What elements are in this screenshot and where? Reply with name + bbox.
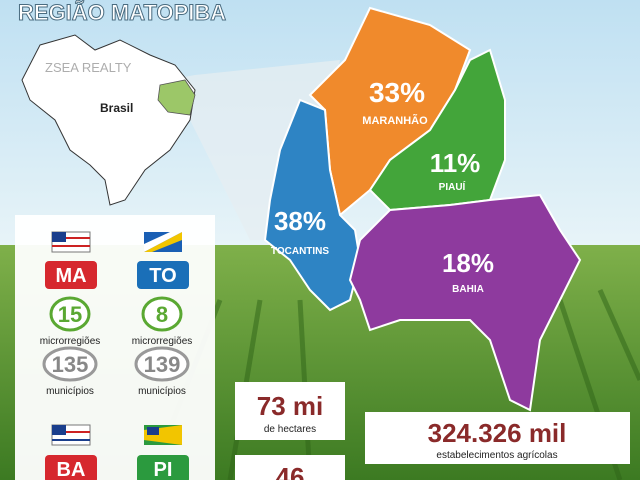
tocantins: [263, 98, 362, 312]
ma-flag: [51, 231, 91, 253]
region-name: BAHIA: [452, 284, 484, 295]
watermark: ZSEA REALTY: [45, 60, 132, 75]
municipalities-label: municípios: [46, 386, 94, 397]
matopiba-highlight: [157, 79, 196, 116]
region-percent: 33%: [369, 77, 425, 108]
municipalities-count: 139: [144, 352, 181, 377]
count-circle: [141, 296, 183, 332]
region-name: TOCANTINS: [271, 246, 329, 257]
to-flag: [144, 232, 182, 252]
stat-box: [235, 382, 345, 440]
state-code: MA: [55, 265, 86, 287]
municipalities-label: municípios: [138, 386, 186, 397]
microregions-count: 8: [156, 302, 168, 327]
region-percent: 38%: [274, 206, 326, 236]
microregions-label: microrregiões: [40, 336, 101, 347]
pi-flag: [144, 425, 182, 445]
stat-value: 46: [276, 462, 305, 480]
microregions-count: 15: [58, 302, 82, 327]
municipalities-count: 135: [52, 352, 89, 377]
brazil-map: [21, 34, 196, 206]
state-badge: [45, 455, 97, 483]
count-circle: [134, 346, 190, 382]
country-label: Brasil: [100, 101, 133, 115]
region-percent: 18%: [442, 248, 494, 278]
ba-flag: [51, 424, 91, 446]
count-circle: [49, 296, 91, 332]
stat-label: estabelecimentos agrícolas: [436, 450, 557, 461]
stat-value: 73 mi: [257, 391, 324, 421]
region-percent: 11%: [430, 148, 481, 178]
states-panel: [15, 215, 215, 480]
region-name: PIAUÍ: [439, 180, 466, 193]
stat-value: 324.326 mil: [428, 418, 567, 448]
state-badge: [137, 455, 189, 483]
bahia: [348, 193, 582, 412]
region-name: MARANHÃO: [362, 114, 428, 127]
state-badge: [45, 261, 97, 289]
state-code: BA: [57, 459, 86, 480]
state-badge: [137, 261, 189, 289]
count-circle: [42, 346, 98, 382]
title: REGIÃO MATOPIBA: [18, 0, 226, 25]
stat-label: de hectares: [264, 424, 316, 435]
state-code: TO: [149, 265, 176, 287]
state-code: PI: [154, 459, 173, 480]
microregions-label: microrregiões: [132, 336, 193, 347]
stat-box: [365, 412, 630, 464]
piaui: [368, 48, 506, 212]
